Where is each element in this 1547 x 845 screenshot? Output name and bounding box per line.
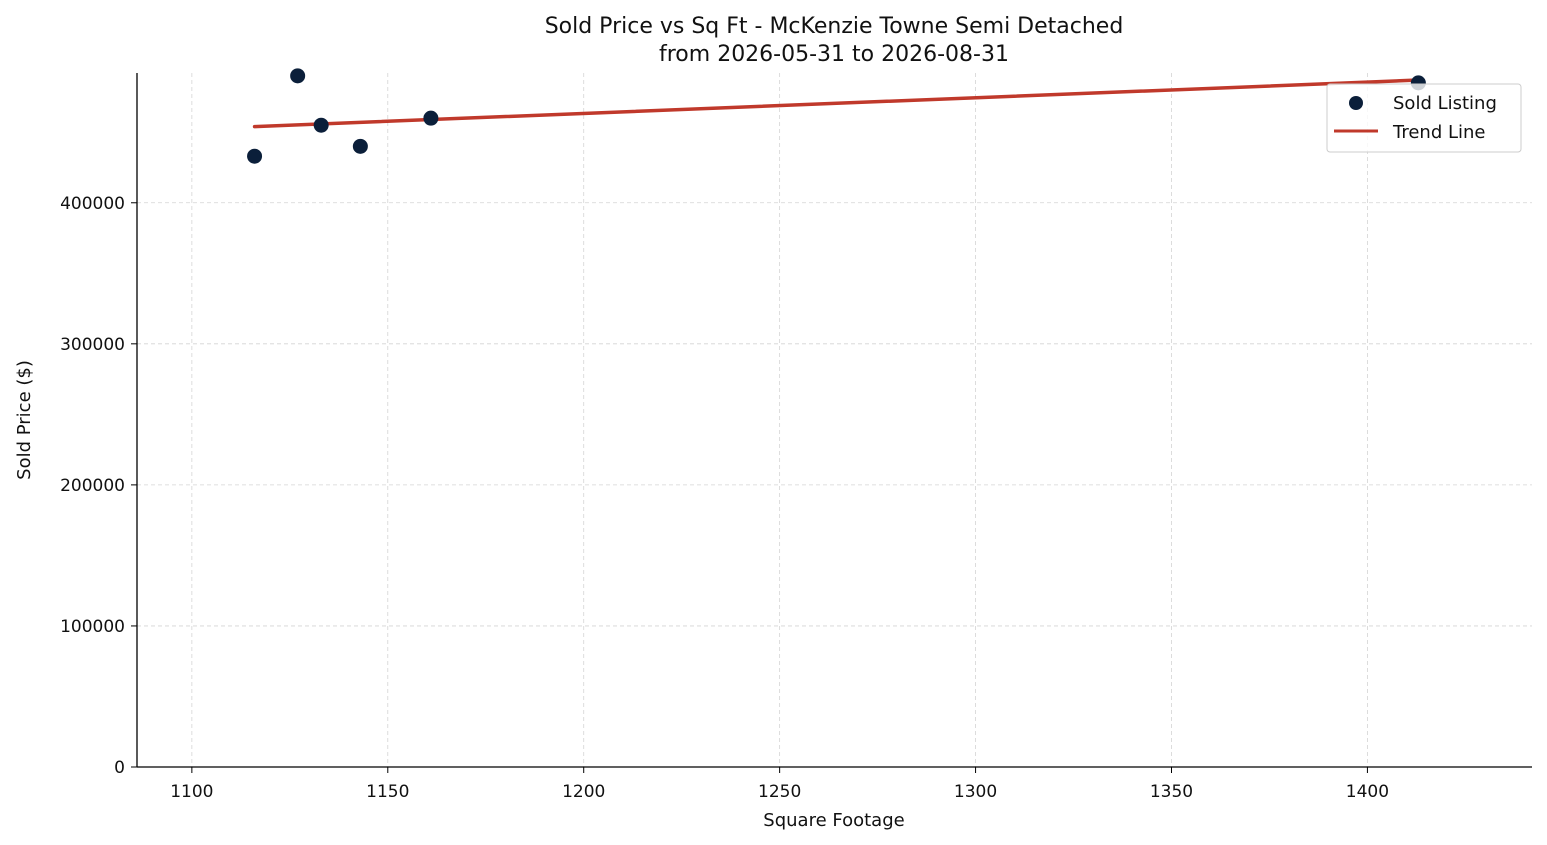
y-tick-label: 100000	[60, 617, 125, 637]
trend-line	[252, 78, 1421, 129]
axes	[136, 73, 1532, 768]
x-tick-label: 1400	[1346, 782, 1389, 802]
x-tick-label: 1250	[758, 782, 801, 802]
y-tick-label: 300000	[60, 335, 125, 355]
chart-title: Sold Price vs Sq Ft - McKenzie Towne Sem…	[545, 14, 1124, 67]
legend: Sold Listing Trend Line	[1326, 83, 1522, 153]
data-point	[352, 138, 368, 154]
data-point	[247, 148, 263, 164]
x-tick-label: 1200	[562, 782, 605, 802]
legend-label-trend-line: Trend Line	[1392, 122, 1486, 143]
y-axis-label: Sold Price ($)	[14, 360, 35, 480]
ticks: 1100 1150 1200 1250 1300 1350 1400 0 100000 20000…	[60, 194, 1389, 802]
x-tick-label: 1300	[954, 782, 997, 802]
legend-marker-sold-listing	[1349, 96, 1363, 110]
legend-label-sold-listing: Sold Listing	[1393, 93, 1497, 114]
y-tick-label: 400000	[60, 194, 125, 214]
x-tick-label: 1350	[1150, 782, 1193, 802]
legend-box	[1326, 83, 1522, 153]
grid	[137, 73, 1532, 767]
data-point	[290, 68, 306, 84]
y-tick-label: 0	[114, 758, 125, 778]
sold-listing-series	[247, 68, 1426, 164]
title: Sold Price vs Sq Ft - McKenzie Towne Sem…	[545, 14, 1124, 39]
data-point	[423, 110, 439, 126]
subtitle: from 2026-05-31 to 2026-08-31	[659, 42, 1009, 67]
y-tick-label: 200000	[60, 476, 125, 496]
x-tick-label: 1100	[170, 782, 213, 802]
data-point	[313, 117, 329, 133]
trend-line-series	[252, 78, 1421, 129]
x-tick-label: 1150	[366, 782, 409, 802]
x-axis-label: Square Footage	[763, 810, 904, 831]
